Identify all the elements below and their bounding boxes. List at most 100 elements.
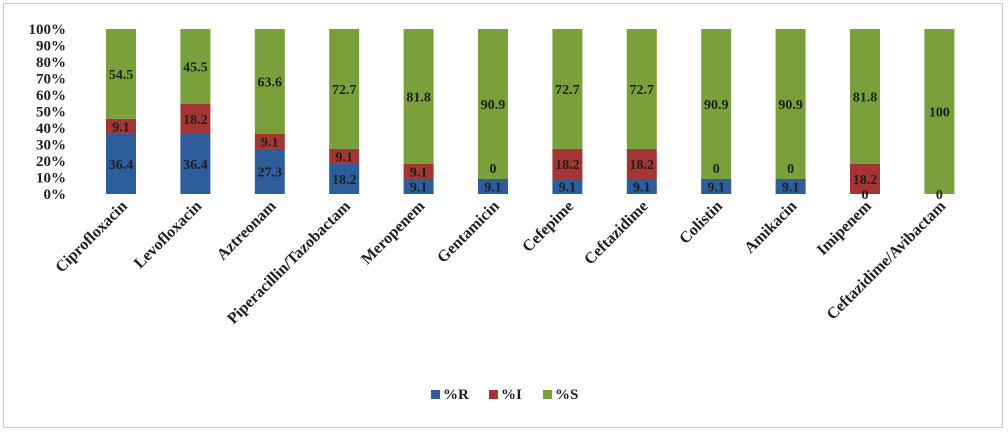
bar-segment-pct-s [552,29,583,149]
x-category-label: Meropenem [358,197,429,268]
x-category-label: Levofloxacin [131,198,205,272]
data-label: 90.9 [704,98,729,113]
data-label: 0 [862,188,869,203]
data-label: 9.1 [112,120,130,135]
data-label: 9.1 [261,135,279,150]
bar-segment-pct-s [850,29,880,164]
data-label: 72.7 [332,83,357,98]
data-label: 63.6 [258,75,283,90]
data-label: 72.7 [555,83,580,98]
legend-swatch [543,390,552,399]
bar-segment-pct-r [329,163,360,194]
x-category-label: Aztreonam [214,197,280,263]
legend-label: %I [501,387,522,403]
data-label: 9.1 [410,180,428,195]
y-tick-label: 80% [36,55,66,71]
data-label: 9.1 [559,180,577,195]
bar-segment-pct-r [552,178,583,194]
y-tick-label: 40% [36,121,66,137]
data-label: 72.7 [630,83,655,98]
x-category-label: Colistin [676,198,726,248]
data-label: 18.2 [332,173,357,188]
data-label: 36.4 [183,158,208,173]
bar-segment-pct-s [180,29,211,104]
bar-segment-pct-r [106,133,136,194]
x-category-label: Gentamicin [434,198,503,267]
legend-label: %S [555,387,578,403]
bar-segment-pct-i [106,118,136,134]
y-tick-label: 100% [29,22,67,38]
x-category-label: Ceftazidime [581,198,651,268]
bar-segment-pct-i [626,148,657,179]
bar-segment-pct-s [254,29,285,134]
data-label: 9.1 [410,165,428,180]
bar-segment-pct-i [552,148,583,179]
y-tick-label: 90% [36,39,66,55]
bar-segment-pct-r [626,178,657,194]
y-tick-label: 30% [36,138,66,154]
x-category-label: Ceftazidime/Avibactam [824,197,950,323]
data-label: 0 [490,162,497,177]
x-category-label: Amikacin [741,198,800,257]
bar-segment-pct-s [775,29,806,179]
data-label: 27.3 [258,165,283,180]
x-category-label: Piperacillin/Tazobactam [224,197,354,327]
data-label: 100 [929,106,950,121]
legend-label: %R [443,387,469,403]
data-label: 9.1 [335,150,353,165]
data-label: 18.2 [853,173,878,188]
bar-segment-pct-r [775,178,806,194]
bar-segment-pct-i [850,163,880,194]
data-label: 90.9 [778,98,803,113]
data-label: 36.4 [109,158,134,173]
y-tick-label: 10% [36,171,66,187]
legend-swatch [431,390,440,399]
legend: %R %I %S [431,387,578,403]
bar-segment-pct-s [478,29,508,179]
bar-segment-pct-r [180,134,211,194]
x-category-label: Ciprofloxacin [52,198,131,277]
y-axis: 0%10%20%30%40%50%60%70%80%90%100% [29,22,67,203]
x-category-label: Cefepime [519,198,577,256]
bar-segment-pct-s [329,29,360,149]
data-label: 9.1 [484,180,502,195]
bar-segment-pct-r [403,178,434,194]
y-tick-label: 70% [36,72,66,88]
bar-segment-pct-s [701,29,732,179]
data-label: 0 [713,162,720,177]
bar-segment-pct-r [701,178,732,194]
data-label: 18.2 [555,158,580,173]
data-label: 18.2 [183,113,208,128]
bars [106,29,955,194]
bar-segment-pct-s [106,29,136,119]
bar-segment-pct-s [924,29,955,194]
data-label: 81.8 [853,90,878,105]
x-category-label: Imipenem [814,197,876,259]
bar-segment-pct-s [403,29,434,164]
data-label: 54.5 [109,68,134,83]
bar-segment-pct-i [254,133,285,149]
data-label: 90.9 [481,98,506,113]
y-tick-label: 20% [36,154,66,170]
bar-segment-pct-r [254,148,285,194]
category-labels: Ciprofloxacin Levofloxacin AztreonamPipera… [52,197,949,327]
bar-segment-pct-s [626,29,657,149]
data-label: 18.2 [630,158,655,173]
data-label: 9.1 [782,180,800,195]
y-tick-label: 60% [36,88,66,104]
data-label: 0 [936,188,943,203]
y-tick-label: 0% [44,187,67,203]
data-labels: 36.4 9.1 54.5 36.4 18.2 45.5 27.3 9.1 63.6 18.2 9.… [109,61,950,204]
data-label: 45.5 [183,61,208,76]
bar-segment-pct-i [403,163,434,179]
y-tick-label: 50% [36,105,66,121]
data-label: 9.1 [707,180,725,195]
bar-segment-pct-i [329,148,360,164]
legend-swatch [489,390,498,399]
bar-segment-pct-i [180,104,211,134]
data-label: 81.8 [406,90,431,105]
bar-segment-pct-r [478,178,508,194]
data-label: 9.1 [633,180,651,195]
data-label: 0 [787,162,794,177]
